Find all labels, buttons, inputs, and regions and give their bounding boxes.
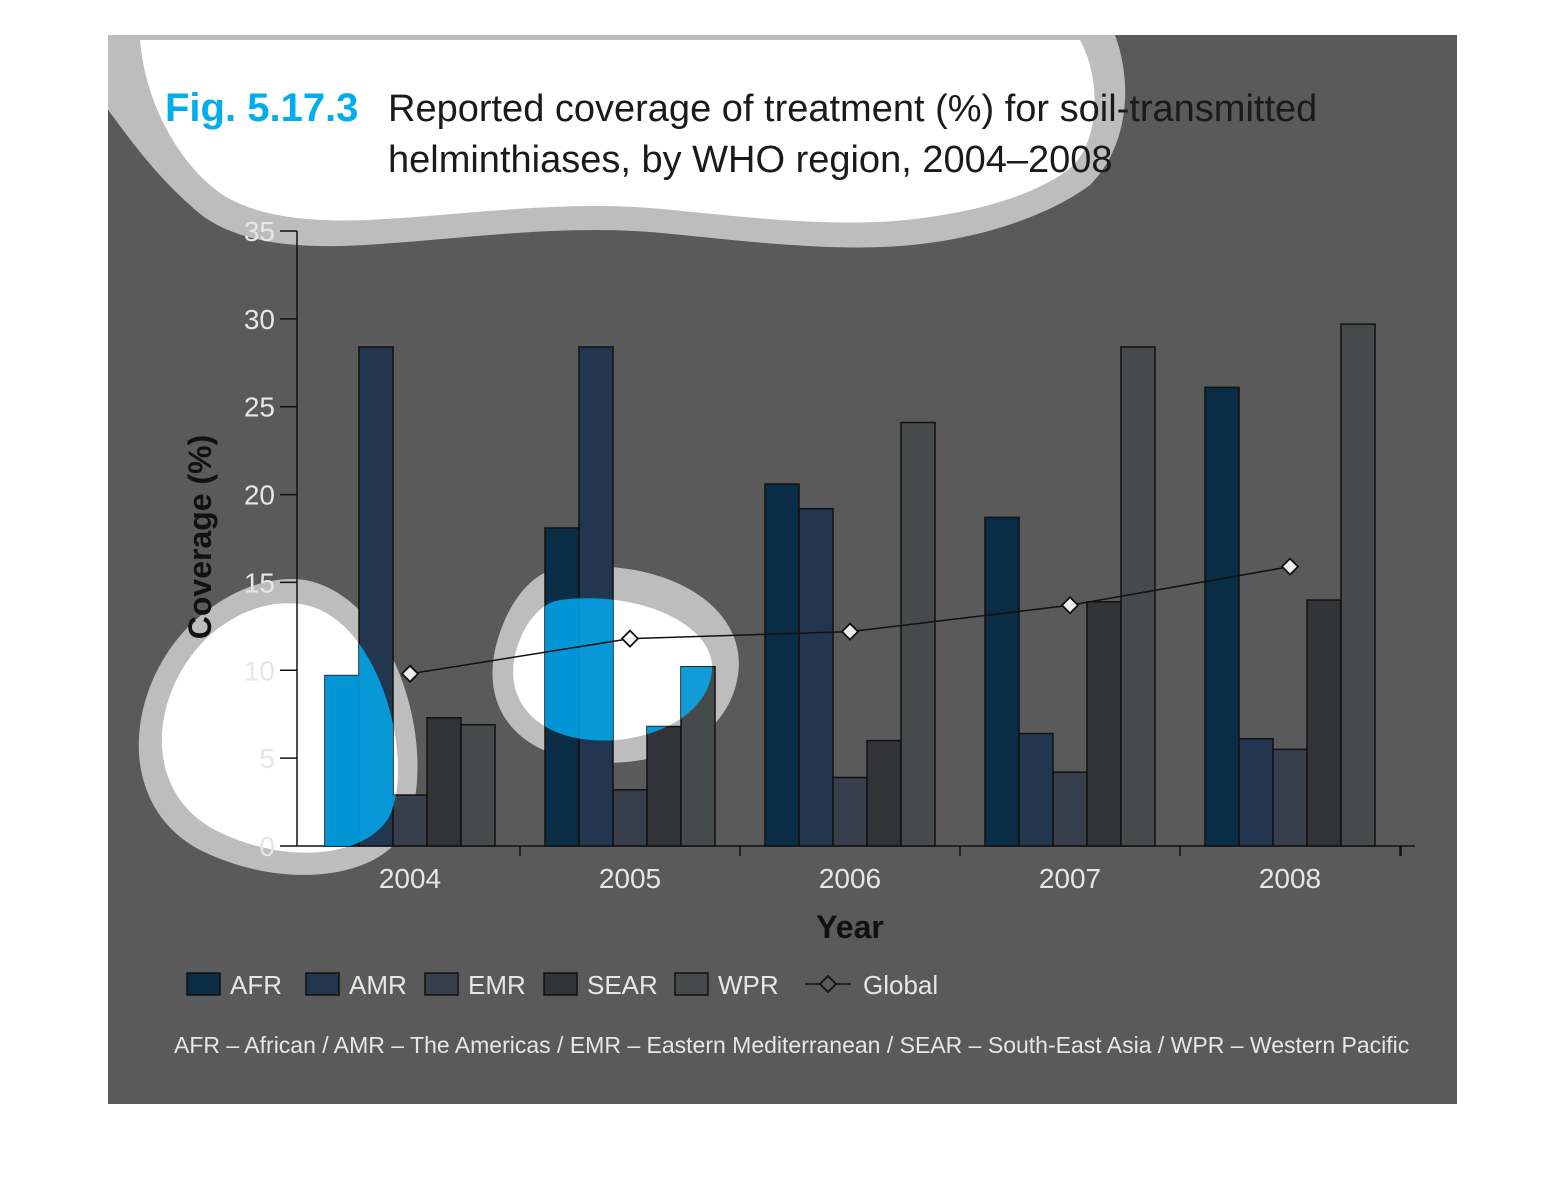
y-tick-label: 15	[244, 567, 275, 598]
legend-label-global: Global	[863, 970, 938, 1000]
figure-title-line-2: helminthiases, by WHO region, 2004–2008	[388, 139, 1113, 181]
legend-swatch-afr	[186, 972, 221, 996]
legend: AFR AMR EMR SEAR WPR Global	[186, 970, 938, 1000]
x-tick-label-2005: 2005	[599, 863, 661, 894]
bar-emr-2006	[832, 776, 868, 847]
bar-amr-2007	[1018, 732, 1054, 847]
bar-highlight	[579, 598, 613, 741]
legend-swatch-sear	[543, 972, 578, 996]
x-axis-title: Year	[816, 909, 884, 945]
legend-label-afr: AFR	[230, 970, 282, 1000]
bar-afr-2007	[984, 516, 1020, 847]
legend-swatch-wpr	[674, 972, 709, 996]
bar-afr-2008	[1204, 386, 1240, 847]
legend-label-emr: EMR	[468, 970, 526, 1000]
y-tick-label: 5	[259, 743, 275, 774]
bar-sear-2008	[1306, 599, 1342, 847]
bar-wpr-2004	[460, 724, 496, 847]
x-tick-label-2007: 2007	[1039, 863, 1101, 894]
bar-wpr-2006	[900, 421, 936, 847]
y-axis-title: Coverage (%)	[182, 435, 218, 640]
bar-sear-2005	[646, 725, 682, 847]
legend-label-sear: SEAR	[587, 970, 658, 1000]
bar-sear-2007	[1086, 601, 1122, 847]
bar-wpr-2007	[1120, 346, 1156, 847]
bars-layer	[324, 323, 1376, 847]
y-tick-label: 0	[259, 831, 275, 862]
y-tick-label: 30	[244, 304, 275, 335]
legend-label-wpr: WPR	[718, 970, 779, 1000]
bar-highlight	[545, 598, 579, 741]
footnote: AFR – African / AMR – The Americas / EMR…	[174, 1032, 1409, 1058]
bar-amr-2008	[1238, 738, 1274, 847]
bar-emr-2004	[392, 794, 428, 847]
legend-label-amr: AMR	[349, 970, 407, 1000]
x-tick-label-2008: 2008	[1259, 863, 1321, 894]
bar-sear-2004	[426, 716, 462, 847]
figure-label: Fig. 5.17.3	[165, 86, 358, 130]
bar-emr-2008	[1272, 748, 1308, 847]
x-tick-label-2004: 2004	[379, 863, 441, 894]
y-tick-label: 35	[244, 216, 275, 247]
bar-afr-2006	[764, 483, 800, 847]
bar-emr-2005	[612, 789, 648, 847]
global-point-2008	[1280, 557, 1300, 576]
global-point-2006	[840, 622, 860, 641]
title-annotation-cloud	[140, 40, 1095, 223]
legend-swatch-amr	[305, 972, 340, 996]
x-tick-label-2006: 2006	[819, 863, 881, 894]
bar-amr-2005	[578, 346, 614, 847]
bar-amr-2006	[798, 507, 834, 847]
bar-emr-2007	[1052, 771, 1088, 847]
bar-sear-2006	[866, 739, 902, 847]
figure-title-line-1: Reported coverage of treatment (%) for s…	[388, 88, 1317, 130]
bar-wpr-2008	[1340, 323, 1376, 847]
y-tick-label: 10	[244, 655, 275, 686]
global-point-2005	[620, 629, 640, 648]
highlight-group-2	[545, 598, 713, 741]
legend-marker-global	[818, 974, 838, 994]
global-point-2007	[1060, 595, 1080, 615]
y-tick-label: 25	[244, 392, 275, 423]
global-line-layer	[400, 557, 1300, 684]
bar-highlight	[325, 675, 359, 846]
y-tick-label: 20	[244, 480, 275, 511]
legend-swatch-emr	[424, 972, 459, 996]
global-point-2004	[400, 664, 420, 684]
